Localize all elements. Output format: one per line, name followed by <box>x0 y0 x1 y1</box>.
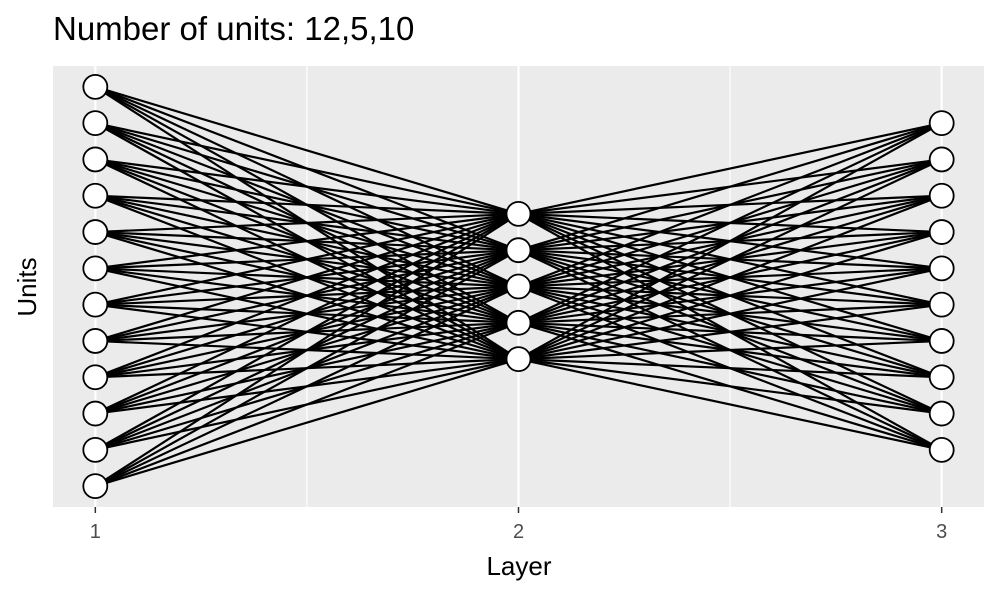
unit-node-layer-2 <box>505 309 532 336</box>
x-tick-label: 3 <box>936 521 947 543</box>
unit-node-layer-1 <box>82 255 109 282</box>
connection-edge <box>518 122 942 252</box>
chart-title: Number of units: 12,5,10 <box>53 10 414 47</box>
connection-edge <box>95 358 519 488</box>
unit-node-layer-1 <box>82 146 109 173</box>
connection-edge <box>518 158 943 361</box>
unit-nodes <box>82 73 955 500</box>
connection-edge <box>94 321 519 488</box>
x-tick-label: 2 <box>513 521 524 543</box>
connection-edge <box>94 249 520 488</box>
connection-edge <box>94 212 519 415</box>
unit-node-layer-1 <box>82 219 109 245</box>
connection-edge <box>94 212 520 451</box>
unit-node-layer-1 <box>82 110 109 137</box>
connection-edge <box>95 212 519 343</box>
unit-node-layer-3 <box>928 291 955 318</box>
unit-node-layer-3 <box>928 182 955 209</box>
unit-node-layer-3 <box>928 255 955 282</box>
connection-edge <box>95 158 519 215</box>
unit-node-layer-2 <box>505 273 532 300</box>
unit-node-layer-3 <box>928 436 955 463</box>
unit-node-layer-3 <box>928 328 955 354</box>
connection-edge <box>518 267 942 361</box>
unit-node-layer-1 <box>82 182 109 209</box>
connection-edge <box>95 212 519 306</box>
connection-edge <box>95 212 519 234</box>
y-axis-title: Units <box>12 257 42 316</box>
unit-node-layer-2 <box>505 346 532 373</box>
connection-edge <box>517 122 943 361</box>
unit-node-layer-1 <box>82 473 109 500</box>
unit-node-layer-3 <box>928 400 955 427</box>
unit-node-layer-1 <box>82 328 109 354</box>
connection-edge <box>95 194 519 215</box>
unit-node-layer-1 <box>82 364 109 391</box>
connection-edge <box>518 122 942 215</box>
connection-edge <box>95 85 519 215</box>
unit-node-layer-1 <box>82 291 109 318</box>
x-axis-ticks: 1 2 3 <box>90 507 947 543</box>
connection-edge <box>518 122 943 324</box>
connection-edge <box>95 212 519 270</box>
connection-edge <box>518 122 943 288</box>
connection-edge <box>94 285 519 488</box>
connection-edges <box>94 85 943 488</box>
unit-node-layer-3 <box>928 219 955 245</box>
connection-edge <box>95 122 519 215</box>
connection-edge <box>518 358 942 379</box>
unit-node-layer-1 <box>82 73 109 100</box>
connection-edge <box>518 303 942 361</box>
unit-node-layer-1 <box>82 400 109 427</box>
connection-edge <box>518 230 942 361</box>
x-tick-label: 1 <box>90 521 101 543</box>
connection-edge <box>518 358 942 451</box>
connection-edge <box>518 339 942 361</box>
unit-node-layer-2 <box>505 237 532 264</box>
x-axis-title: Layer <box>486 551 551 581</box>
connection-edge <box>518 194 943 361</box>
connection-edge <box>94 212 519 379</box>
connection-edge <box>94 212 520 488</box>
unit-node-layer-2 <box>505 200 532 227</box>
unit-node-layer-3 <box>928 110 955 137</box>
unit-node-layer-3 <box>928 146 955 173</box>
connection-edge <box>518 358 942 415</box>
unit-node-layer-3 <box>928 364 955 391</box>
unit-node-layer-1 <box>82 436 109 463</box>
